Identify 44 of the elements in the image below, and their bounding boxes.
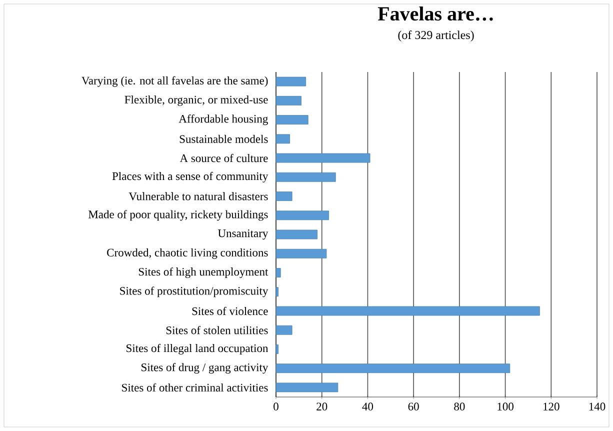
x-tick-label: 140 (589, 402, 606, 410)
y-tick-label: Sites of drug / gang activity (142, 363, 268, 374)
y-tick-label: Places with a sense of community (112, 172, 268, 182)
bar (276, 364, 510, 374)
x-tick-label: 60 (408, 402, 419, 410)
chart-subtitle: (of 329 articles) (398, 30, 474, 42)
bar (276, 382, 338, 392)
y-tick-label: Crowded, chaotic living conditions (107, 248, 268, 259)
y-tick-label: Made of poor quality, rickety buildings (88, 210, 268, 221)
x-tick-label: 20 (316, 402, 328, 410)
bar (276, 210, 329, 220)
bar (276, 192, 292, 201)
bar (276, 153, 370, 163)
x-tick-label: 80 (454, 402, 465, 410)
bar (276, 230, 318, 240)
y-tick-label: Sustainable models (180, 134, 268, 143)
chart-title: Favelas are… (378, 6, 493, 21)
bar (276, 134, 290, 144)
bar (276, 344, 278, 354)
y-tick-label: Unsanitary (218, 229, 268, 240)
bar (276, 172, 336, 182)
bar (276, 96, 302, 106)
bar (276, 325, 292, 335)
x-tick-label: 120 (544, 402, 560, 410)
y-tick-label: Affordable housing (178, 114, 268, 126)
y-tick-label: Sites of stolen utilities (166, 326, 268, 334)
y-tick-label: Sites of prostitution/promiscuity (120, 286, 268, 298)
x-tick-label: 0 (274, 402, 278, 410)
bar (276, 76, 306, 86)
bar (276, 287, 278, 297)
y-tick-label: Sites of illegal land occupation (126, 344, 268, 354)
bar (276, 248, 327, 258)
y-tick-label: A source of culture (180, 154, 268, 162)
bar (276, 306, 540, 316)
y-tick-label: Flexible, organic, or mixed-use (124, 95, 268, 106)
x-tick-label: 40 (362, 402, 374, 410)
y-tick-label: Sites of other criminal activities (122, 383, 268, 392)
y-tick-label: Varying (ie. not all favelas are the same) (82, 76, 268, 87)
x-tick-label: 100 (498, 402, 514, 410)
y-tick-label: Sites of violence (192, 306, 268, 316)
bar (276, 268, 281, 278)
y-tick-label: Vulnerable to natural disasters (128, 192, 268, 200)
y-tick-label: Sites of high unemployment (138, 267, 268, 278)
bar (276, 115, 308, 124)
